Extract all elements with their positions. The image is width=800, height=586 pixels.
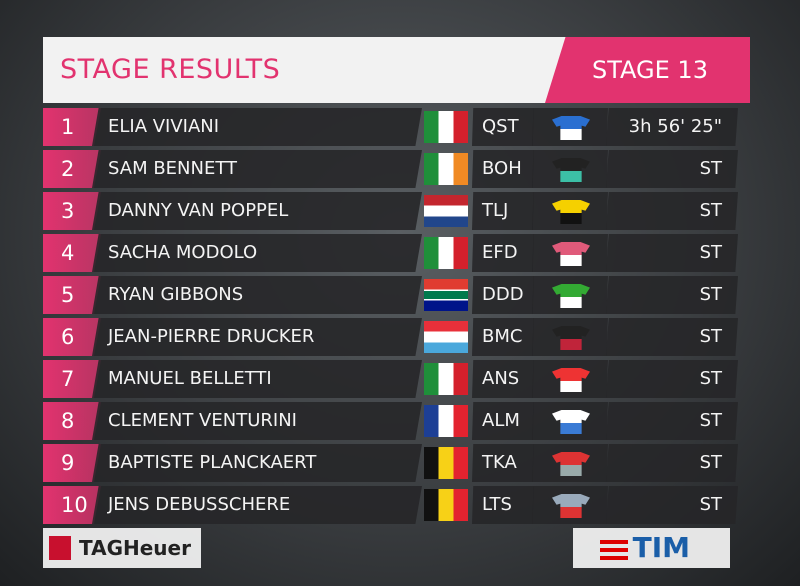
- rider-name: SACHA MODOLO: [108, 242, 258, 263]
- team-code: ALM: [482, 410, 520, 431]
- time: ST: [699, 368, 722, 389]
- rank-cell: 6: [43, 318, 101, 356]
- team-cell: [472, 444, 534, 482]
- team-cell: [472, 150, 534, 188]
- rank-cell: 10: [43, 486, 101, 524]
- team-cell: [472, 234, 534, 272]
- time: ST: [699, 494, 722, 515]
- sponsor-logo: [49, 536, 71, 560]
- team-code: QST: [482, 116, 519, 137]
- flag: [424, 111, 468, 143]
- rider-name: RYAN GIBBONS: [108, 284, 244, 305]
- flag: [424, 153, 468, 185]
- flag: [424, 489, 468, 521]
- time: ST: [699, 242, 722, 263]
- name-cell: [92, 108, 422, 146]
- time-cell: [606, 402, 738, 440]
- title: STAGE RESULTS: [60, 54, 281, 85]
- name-cell: [92, 234, 422, 272]
- flag: [424, 237, 468, 269]
- team-code: TLJ: [482, 200, 509, 221]
- time-cell: [606, 108, 738, 146]
- time: ST: [699, 158, 722, 179]
- time-cell: [606, 234, 738, 272]
- name-cell: [92, 444, 422, 482]
- rank-cell: 2: [43, 150, 101, 188]
- flag: [424, 279, 468, 311]
- team-cell: [472, 108, 534, 146]
- rider-name: DANNY VAN POPPEL: [108, 200, 289, 221]
- time-cell: [606, 192, 738, 230]
- rider-name: BAPTISTE PLANCKAERT: [108, 452, 317, 473]
- team-code: DDD: [482, 284, 524, 305]
- rider-name: CLEMENT VENTURINI: [108, 410, 297, 431]
- team-cell: [472, 486, 534, 524]
- team-cell: [472, 402, 534, 440]
- rank-cell: 3: [43, 192, 101, 230]
- rank-cell: 5: [43, 276, 101, 314]
- team-cell: [472, 360, 534, 398]
- rank-cell: 1: [43, 108, 101, 146]
- team-code: EFD: [482, 242, 518, 263]
- team-code: ANS: [482, 368, 520, 389]
- rider-name: JENS DEBUSSCHERE: [108, 494, 291, 515]
- header-bar: [43, 37, 568, 103]
- name-cell: [92, 192, 422, 230]
- team-code: LTS: [482, 494, 512, 515]
- time: ST: [699, 452, 722, 473]
- flag: [424, 447, 468, 479]
- team-code: BMC: [482, 326, 523, 347]
- stage-badge: [545, 37, 750, 103]
- time: ST: [699, 410, 722, 431]
- name-cell: [92, 276, 422, 314]
- rider-name: SAM BENNETT: [108, 158, 238, 179]
- team-cell: [472, 192, 534, 230]
- team-cell: [472, 318, 534, 356]
- time: ST: [699, 284, 722, 305]
- team-cell: [472, 276, 534, 314]
- name-cell: [92, 486, 422, 524]
- rider-name: ELIA VIVIANI: [108, 116, 220, 137]
- name-cell: [92, 360, 422, 398]
- time-cell: [606, 150, 738, 188]
- time-cell: [606, 276, 738, 314]
- stage-label: STAGE 13: [592, 56, 708, 84]
- flag: [424, 405, 468, 437]
- rider-name: MANUEL BELLETTI: [108, 368, 272, 389]
- team-code: TKA: [482, 452, 517, 473]
- time: ST: [699, 200, 722, 221]
- time-cell: [606, 360, 738, 398]
- time-cell: [606, 486, 738, 524]
- time-cell: [606, 318, 738, 356]
- name-cell: [92, 318, 422, 356]
- time: 3h 56' 25": [628, 116, 722, 137]
- rank-cell: 9: [43, 444, 101, 482]
- sponsor-logo: [600, 536, 628, 560]
- flag: [424, 195, 468, 227]
- sponsor-right: TIM: [573, 528, 730, 568]
- time-cell: [606, 444, 738, 482]
- flag: [424, 363, 468, 395]
- name-cell: [92, 150, 422, 188]
- rider-name: JEAN-PIERRE DRUCKER: [108, 326, 315, 347]
- name-cell: [92, 402, 422, 440]
- rank-cell: 4: [43, 234, 101, 272]
- rank-cell: 8: [43, 402, 101, 440]
- time: ST: [699, 326, 722, 347]
- rank-cell: 7: [43, 360, 101, 398]
- flag: [424, 321, 468, 353]
- team-code: BOH: [482, 158, 522, 179]
